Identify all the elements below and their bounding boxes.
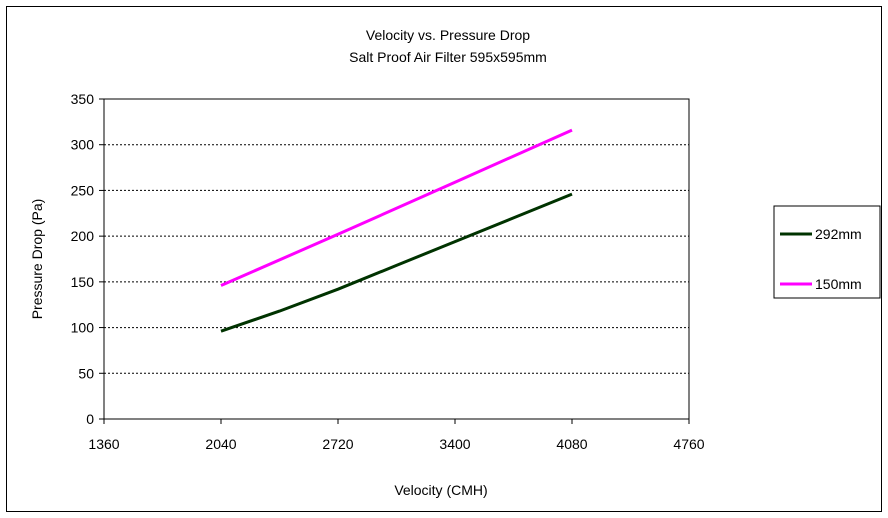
legend-label-292mm: 292mm (815, 226, 862, 242)
chart-subtitle: Salt Proof Air Filter 595x595mm (349, 49, 547, 65)
x-tick-label: 1360 (88, 436, 119, 452)
chart-title: Velocity vs. Pressure Drop (366, 27, 530, 43)
chart-frame (6, 6, 882, 512)
y-axis-ticks: 0 50 100 150 200 250 300 350 (71, 91, 104, 427)
y-axis-label: Pressure Drop (Pa) (29, 199, 45, 320)
legend-entries: 292mm 150mm (780, 226, 862, 292)
legend-label-150mm: 150mm (815, 276, 862, 292)
grid-lines (104, 144, 689, 374)
y-tick-label: 100 (71, 320, 95, 336)
y-tick-label: 350 (71, 91, 95, 107)
y-tick-label: 200 (71, 228, 95, 244)
series-line-150mm (220, 128, 573, 287)
x-tick-label: 3400 (439, 436, 470, 452)
series-line-292mm (220, 192, 573, 333)
series-lines (220, 128, 573, 333)
x-tick-label: 4080 (556, 436, 587, 452)
y-tick-label: 300 (71, 137, 95, 153)
x-tick-label: 2720 (322, 436, 353, 452)
y-tick-label: 0 (86, 411, 94, 427)
x-axis-label: Velocity (CMH) (394, 482, 487, 498)
y-tick-label: 250 (71, 182, 95, 198)
x-axis-ticks: 1360 2040 2720 3400 4080 4760 (88, 419, 705, 452)
plot-area (103, 98, 690, 420)
y-tick-label: 50 (78, 365, 94, 381)
y-tick-label: 150 (71, 274, 95, 290)
x-tick-label: 4760 (673, 436, 704, 452)
x-tick-label: 2040 (205, 436, 236, 452)
legend: 292mm 150mm (773, 205, 881, 299)
